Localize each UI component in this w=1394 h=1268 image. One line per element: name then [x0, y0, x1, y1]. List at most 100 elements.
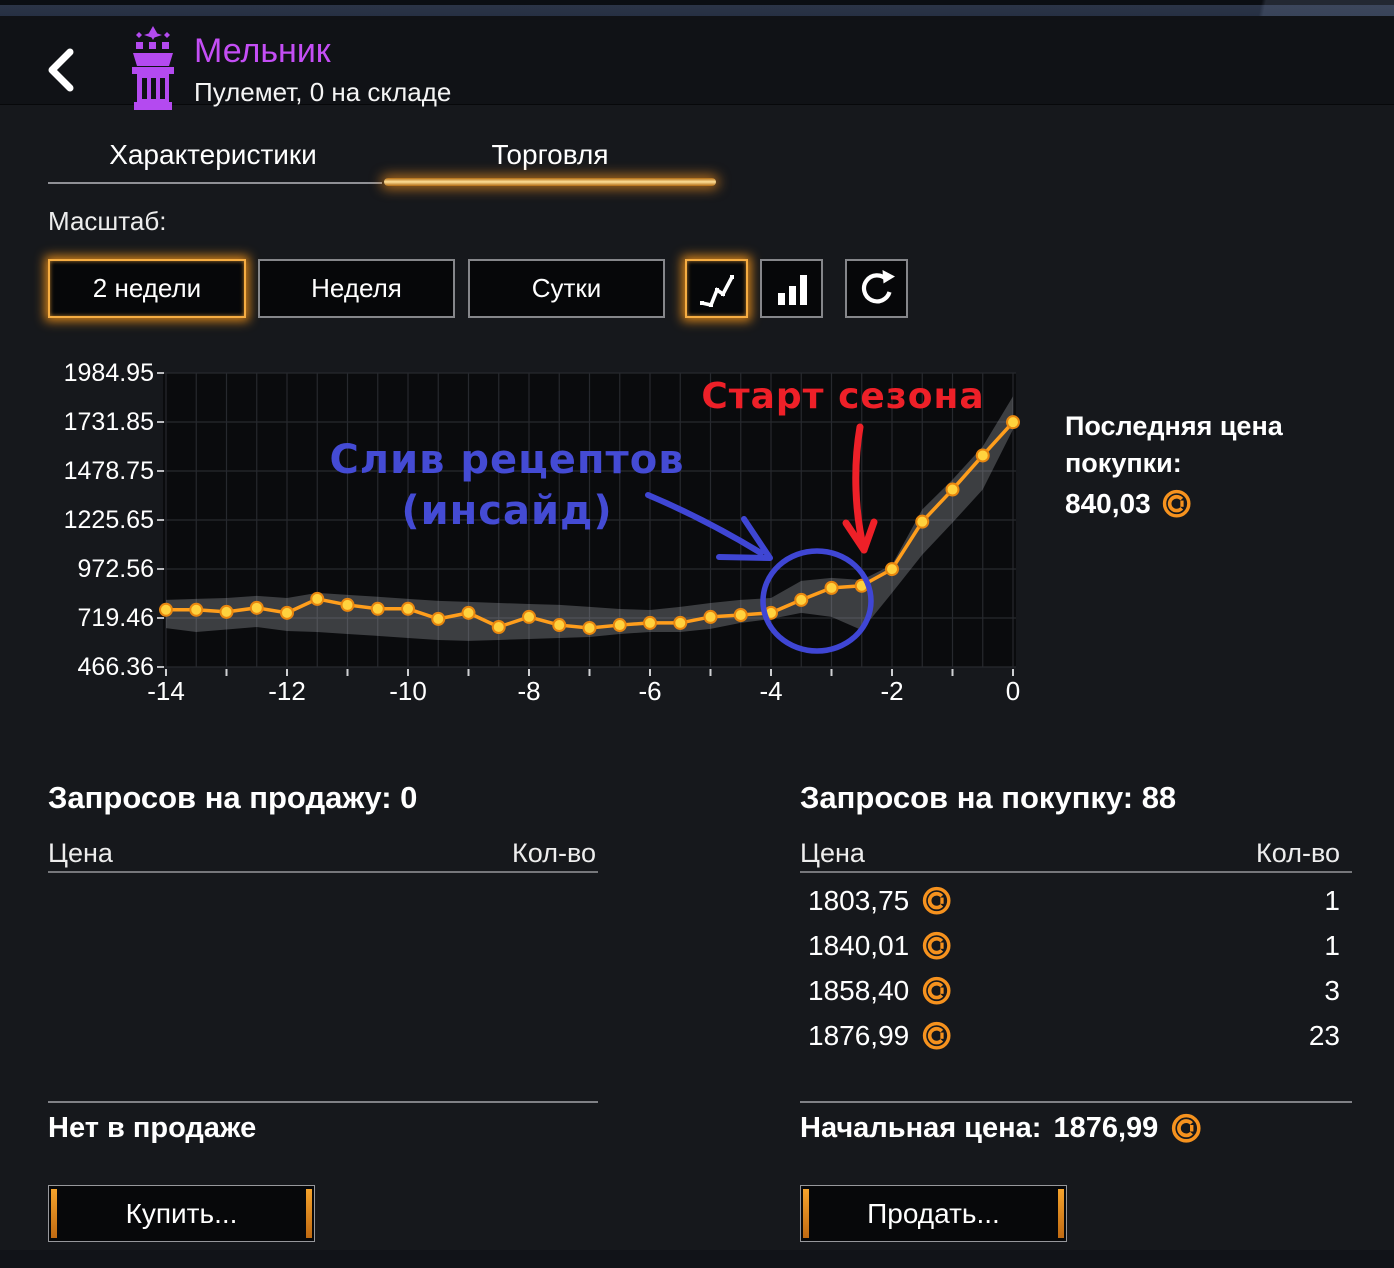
data-point[interactable] — [461, 605, 476, 620]
x-tick-label: -4 — [759, 676, 783, 706]
chart-x-axis-labels: -14 -12 -10 -8 -6 -4 -2 0 — [147, 676, 1020, 708]
chart-y-axis-labels: 1984.95 1731.85 1478.75 1225.65 972.56 719.46… — [36, 359, 154, 681]
sell-col-price: Цена — [48, 838, 113, 868]
buy-separator — [800, 1101, 1352, 1103]
buy-table-rule — [800, 871, 1352, 873]
data-point[interactable] — [612, 618, 627, 633]
row-price: 1803,75 — [808, 884, 910, 916]
last-price-value: 840,03 — [1065, 488, 1151, 519]
scale-button-2-weeks[interactable]: 2 недели — [48, 259, 246, 318]
data-point[interactable] — [401, 601, 415, 616]
sell-table-header: Цена Кол-во — [48, 838, 596, 869]
data-point[interactable] — [552, 618, 567, 633]
data-point[interactable] — [370, 601, 385, 616]
currency-icon — [1170, 1112, 1202, 1144]
tab-characteristics-underline — [48, 182, 382, 184]
chevron-left-icon — [48, 48, 74, 92]
window-top-strip — [0, 0, 1394, 16]
scale-button-week[interactable]: Неделя — [258, 259, 455, 318]
start-price-value: 1876,99 — [1053, 1112, 1159, 1144]
x-tick-label: -6 — [638, 676, 662, 706]
tab-trade[interactable]: Торговля — [491, 139, 609, 170]
row-quantity: 23 — [1308, 1019, 1340, 1051]
annotation-season-start: Старт сезона — [701, 376, 985, 417]
data-point[interactable] — [310, 591, 325, 606]
buy-col-qty: Кол-во — [1256, 838, 1340, 868]
data-point[interactable] — [703, 609, 718, 624]
data-point[interactable] — [643, 615, 657, 630]
back-button[interactable] — [42, 46, 82, 94]
data-point[interactable] — [915, 514, 930, 529]
sell-button[interactable]: Продать... — [800, 1185, 1067, 1242]
y-tick-label: 1225.65 — [63, 506, 154, 534]
blue-arrow-shaft — [645, 492, 764, 556]
y-tick-label: 972.56 — [77, 554, 154, 583]
buy-request-row[interactable]: 1858,40 3 — [800, 968, 1352, 1013]
row-quantity: 3 — [1324, 974, 1340, 1006]
start-price: Начальная цена: 1876,99 — [800, 1112, 1203, 1145]
row-price: 1840,01 — [808, 929, 910, 961]
y-tick-label: 1731.85 — [63, 408, 154, 436]
page-subtitle: Пулемет, 0 на складе — [194, 77, 452, 107]
data-point[interactable] — [975, 448, 990, 463]
data-point[interactable] — [431, 611, 446, 626]
buy-request-row[interactable]: 1876,99 23 — [800, 1013, 1352, 1058]
row-price: 1876,99 — [808, 1019, 910, 1051]
buy-request-row[interactable]: 1840,01 1 — [800, 923, 1352, 968]
bar-chart-icon — [777, 274, 807, 305]
item-header: Мельник Пулемет, 0 на складе — [0, 16, 1394, 110]
buy-button[interactable]: Купить... — [48, 1185, 315, 1242]
view-line-chart-button[interactable] — [685, 259, 748, 318]
red-arrow-head — [842, 518, 878, 554]
last-price-label-2: покупки: — [1065, 448, 1182, 478]
last-price-label-1: Последняя цена — [1065, 411, 1283, 441]
refresh-button[interactable] — [845, 259, 908, 318]
buy-table-header: Цена Кол-во — [800, 838, 1340, 869]
price-chart[interactable]: Старт сезона Слив рецептов (инсайд) — [157, 372, 1020, 676]
data-point[interactable] — [1006, 415, 1020, 430]
currency-icon — [1161, 488, 1192, 519]
window-bottom-strip — [0, 1250, 1394, 1268]
x-tick-label: -10 — [389, 676, 427, 706]
data-point[interactable] — [582, 620, 597, 635]
data-point[interactable] — [189, 602, 204, 617]
data-point[interactable] — [945, 482, 960, 497]
data-point[interactable] — [280, 605, 294, 620]
blue-circle-annotation — [760, 548, 874, 654]
row-quantity: 1 — [1324, 929, 1340, 961]
sell-col-qty: Кол-во — [512, 838, 596, 868]
currency-icon — [921, 885, 952, 916]
last-purchase-price: Последняя цена покупки: 840,03 — [1065, 408, 1375, 522]
data-point[interactable] — [673, 615, 688, 630]
y-tick-label: 1478.75 — [63, 457, 154, 485]
data-point[interactable] — [249, 600, 264, 615]
annotation-overlay — [645, 423, 878, 654]
data-point[interactable] — [885, 562, 899, 577]
buy-requests-title: Запросов на покупку: 88 — [800, 780, 1177, 815]
data-point[interactable] — [794, 592, 809, 607]
buy-request-row[interactable]: 1803,75 1 — [800, 878, 1352, 923]
y-tick-label: 466.36 — [77, 653, 154, 681]
refresh-icon — [861, 269, 895, 303]
not-for-sale-note: Нет в продаже — [48, 1112, 257, 1144]
minmax-band — [166, 396, 1013, 641]
scale-button-day[interactable]: Сутки — [468, 259, 665, 318]
tab-characteristics[interactable]: Характеристики — [109, 139, 317, 170]
data-point[interactable] — [491, 619, 506, 634]
buy-requests-table: 1803,75 1 1840,01 1 1858,40 3 1876,99 23 — [800, 878, 1352, 1058]
y-tick-label: 1984.95 — [63, 359, 154, 387]
data-point[interactable] — [219, 604, 234, 619]
x-tick-label: -2 — [880, 676, 904, 706]
item-icon — [124, 24, 182, 119]
data-point[interactable] — [824, 580, 839, 595]
data-point[interactable] — [159, 602, 173, 617]
data-point[interactable] — [733, 607, 748, 622]
row-quantity: 1 — [1324, 884, 1340, 916]
view-bar-chart-button[interactable] — [760, 259, 823, 318]
start-price-label: Начальная цена: — [800, 1112, 1042, 1144]
currency-icon — [921, 930, 952, 961]
data-point[interactable] — [522, 609, 536, 624]
data-point[interactable] — [340, 597, 355, 612]
buy-col-price: Цена — [800, 838, 865, 868]
x-tick-label: -12 — [268, 676, 306, 706]
